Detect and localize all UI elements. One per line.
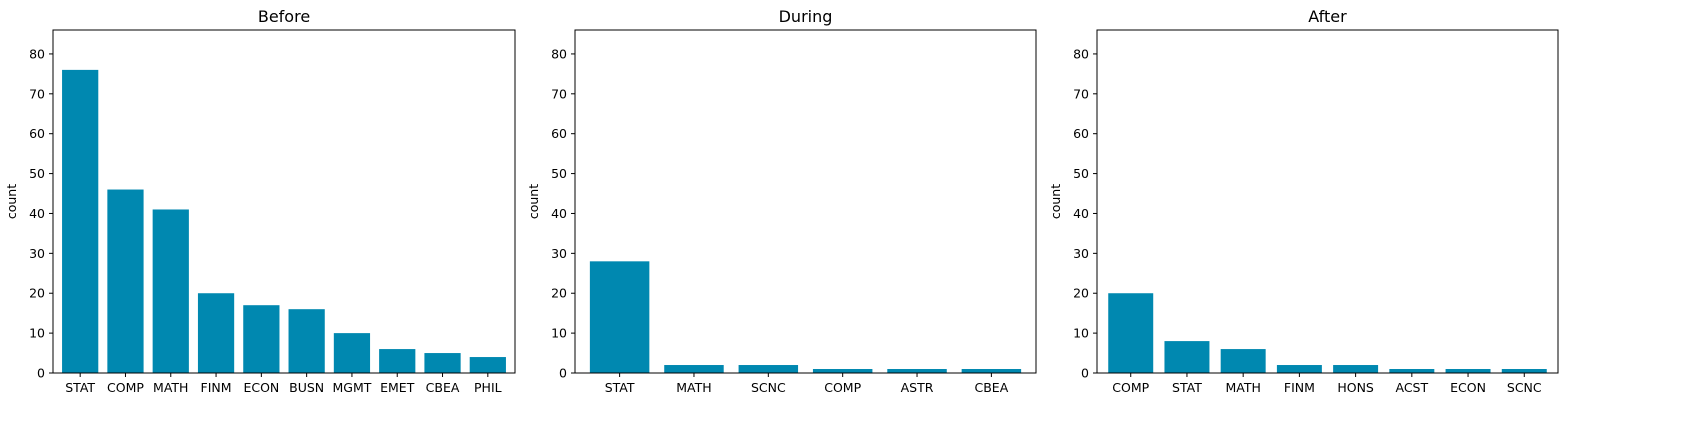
bar-comp [107,189,144,373]
y-tick-label: 80 [1073,46,1089,61]
y-ticks: 0 10 20 30 40 50 60 70 80 [1073,46,1097,381]
bar-finm [1276,365,1322,373]
x-tick-label: ASTR [901,380,934,395]
y-ticks: 0 10 20 30 40 50 60 70 80 [29,46,53,381]
chart-before: Before count 0 10 20 30 40 50 60 70 80 STAT COMP M… [4,7,516,395]
bar-finm [197,293,235,373]
y-tick-label: 20 [1073,286,1089,301]
bar-econ [243,305,280,373]
y-tick-label: 10 [551,326,567,341]
bar-scnc [738,365,799,373]
y-tick-label: 40 [29,206,45,221]
y-tick-label: 0 [559,366,567,381]
bar-astr [887,369,947,373]
chart-title: After [1308,7,1347,26]
x-tick-label: STAT [65,380,95,395]
chart-title: Before [258,7,310,26]
x-tick-label: CBEA [426,380,460,395]
x-tick-label: HONS [1337,380,1374,395]
bar-comp [1108,293,1154,373]
chart-title: During [779,7,833,26]
y-tick-label: 70 [29,86,45,101]
bar-comp [812,369,873,373]
bars [62,69,506,373]
x-tick-label: MATH [153,380,188,395]
chart-after: After count 0 10 20 30 40 50 60 70 80 COMP STAT MA… [1048,7,1559,395]
x-tick-label: COMP [824,380,861,395]
bar-stat [62,69,99,373]
bar-hons [1333,365,1379,373]
y-tick-label: 30 [29,246,45,261]
y-tick-label: 60 [29,126,45,141]
y-tick-label: 30 [1073,246,1089,261]
x-tick-label: STAT [605,380,635,395]
y-tick-label: 40 [551,206,567,221]
x-tick-label: ECON [1450,380,1486,395]
x-ticks: COMP STAT MATH FINM HONS ACST ECON SCNC [1112,373,1542,395]
bar-busn [288,309,325,373]
y-tick-label: 0 [37,366,45,381]
x-tick-label: MATH [676,380,711,395]
x-tick-label: FINM [201,380,232,395]
x-ticks: STAT MATH SCNC COMP ASTR CBEA [605,373,1009,395]
x-tick-label: MATH [1225,380,1260,395]
y-tick-label: 30 [551,246,567,261]
x-tick-label: CBEA [975,380,1009,395]
y-axis-label: count [526,184,541,219]
bar-acst [1389,369,1435,373]
y-tick-label: 50 [1073,166,1089,181]
y-tick-label: 50 [551,166,567,181]
y-tick-label: 20 [551,286,567,301]
bar-math [664,365,724,373]
y-tick-label: 20 [29,286,45,301]
y-axis-label: count [4,184,19,219]
x-tick-label: BUSN [289,380,324,395]
x-tick-label: COMP [1112,380,1149,395]
y-tick-label: 10 [1073,326,1089,341]
bars [1108,293,1547,373]
bar-math [1220,349,1266,373]
y-tick-label: 80 [29,46,45,61]
bar-scnc [1501,369,1547,373]
bar-math [152,209,189,373]
y-tick-label: 70 [551,86,567,101]
y-tick-label: 50 [29,166,45,181]
x-tick-label: PHIL [474,380,502,395]
y-tick-label: 80 [551,46,567,61]
bar-cbea [961,369,1022,373]
x-tick-label: ACST [1396,380,1429,395]
y-tick-label: 70 [1073,86,1089,101]
x-tick-label: STAT [1172,380,1202,395]
y-tick-label: 10 [29,326,45,341]
x-tick-label: ECON [243,380,279,395]
y-axis-label: count [1048,184,1063,219]
axes-frame [52,29,516,374]
y-tick-label: 0 [1081,366,1089,381]
bar-emet [379,349,416,373]
axes-frame [574,29,1037,374]
x-tick-label: COMP [107,380,144,395]
x-ticks: STAT COMP MATH FINM ECON BUSN MGMT EMET CBEA PHIL [65,373,502,395]
bars [589,261,1022,373]
y-tick-label: 40 [1073,206,1089,221]
bar-cbea [424,353,461,373]
y-tick-label: 60 [1073,126,1089,141]
bar-stat [589,261,650,373]
bar-stat [1164,341,1210,373]
x-tick-label: EMET [380,380,415,395]
bar-mgmt [333,333,371,373]
x-tick-label: SCNC [1507,380,1542,395]
x-tick-label: SCNC [751,380,786,395]
x-tick-label: FINM [1284,380,1315,395]
bar-phil [469,357,506,373]
axes-frame [1096,29,1559,374]
y-ticks: 0 10 20 30 40 50 60 70 80 [551,46,575,381]
y-tick-label: 60 [551,126,567,141]
bar-econ [1445,369,1491,373]
x-tick-label: MGMT [332,380,371,395]
